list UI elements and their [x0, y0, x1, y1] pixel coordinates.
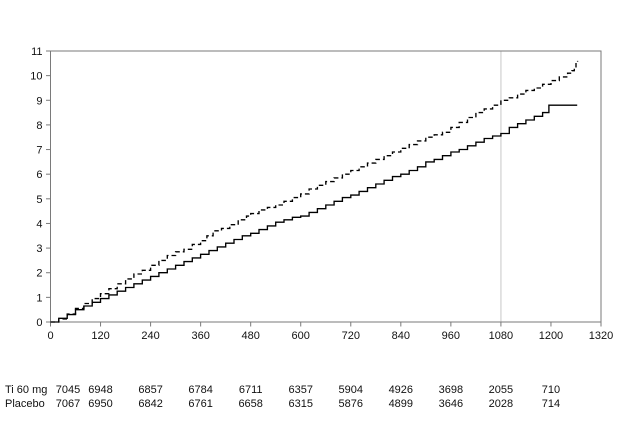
y-tick-label: 8 — [36, 120, 42, 132]
x-tick-label: 0 — [47, 330, 53, 342]
x-tick-label: 120 — [91, 330, 109, 342]
x-tick-label: 480 — [242, 330, 260, 342]
risk-count: 6950 — [88, 398, 112, 410]
x-tick-label: 720 — [342, 330, 360, 342]
risk-count: 6857 — [138, 384, 162, 396]
risk-count: 6948 — [88, 384, 112, 396]
y-tick-label: 3 — [36, 243, 42, 255]
risk-count: 6315 — [288, 398, 312, 410]
x-tick-label: 1080 — [489, 330, 513, 342]
x-tick-label: 600 — [292, 330, 310, 342]
risk-row-label: Placebo — [5, 398, 45, 410]
x-tick-label: 240 — [141, 330, 159, 342]
dashed-curve-line — [50, 60, 579, 323]
y-tick-label: 7 — [36, 145, 42, 157]
risk-count: 6761 — [188, 398, 212, 410]
risk-count: 5876 — [339, 398, 363, 410]
x-tick-label: 840 — [392, 330, 410, 342]
y-tick-label: 4 — [36, 218, 42, 230]
x-tick-label: 1200 — [539, 330, 563, 342]
risk-count: 6357 — [288, 384, 312, 396]
risk-row-label: Ti 60 mg — [5, 384, 47, 396]
risk-count: 3698 — [439, 384, 463, 396]
risk-count: 714 — [542, 398, 560, 410]
risk-count: 2055 — [489, 384, 513, 396]
risk-count: 3646 — [439, 398, 463, 410]
risk-count: 7045 — [56, 384, 80, 396]
y-tick-label: 2 — [36, 268, 42, 280]
risk-count: 7067 — [56, 398, 80, 410]
risk-count: 6658 — [238, 398, 262, 410]
plot-border — [50, 50, 602, 323]
x-tick-label: 960 — [442, 330, 460, 342]
risk-count: 4899 — [389, 398, 413, 410]
risk-count: 4926 — [389, 384, 413, 396]
risk-count: 6842 — [138, 398, 162, 410]
y-tick-label: 0 — [36, 317, 42, 329]
y-tick-label: 9 — [36, 95, 42, 107]
risk-count: 6711 — [239, 384, 263, 396]
y-tick-label: 5 — [36, 194, 42, 206]
risk-count: 2028 — [489, 398, 513, 410]
y-tick-label: 11 — [31, 46, 42, 58]
y-tick-label: 1 — [36, 292, 42, 304]
x-tick-label: 1320 — [589, 330, 613, 342]
y-tick-label: 10 — [30, 71, 42, 83]
x-tick-label: 360 — [191, 330, 209, 342]
risk-count: 5904 — [339, 384, 363, 396]
solid-curve-line — [50, 104, 578, 323]
y-tick-label: 6 — [36, 169, 42, 181]
risk-count: 710 — [542, 384, 560, 396]
risk-count: 6784 — [188, 384, 212, 396]
